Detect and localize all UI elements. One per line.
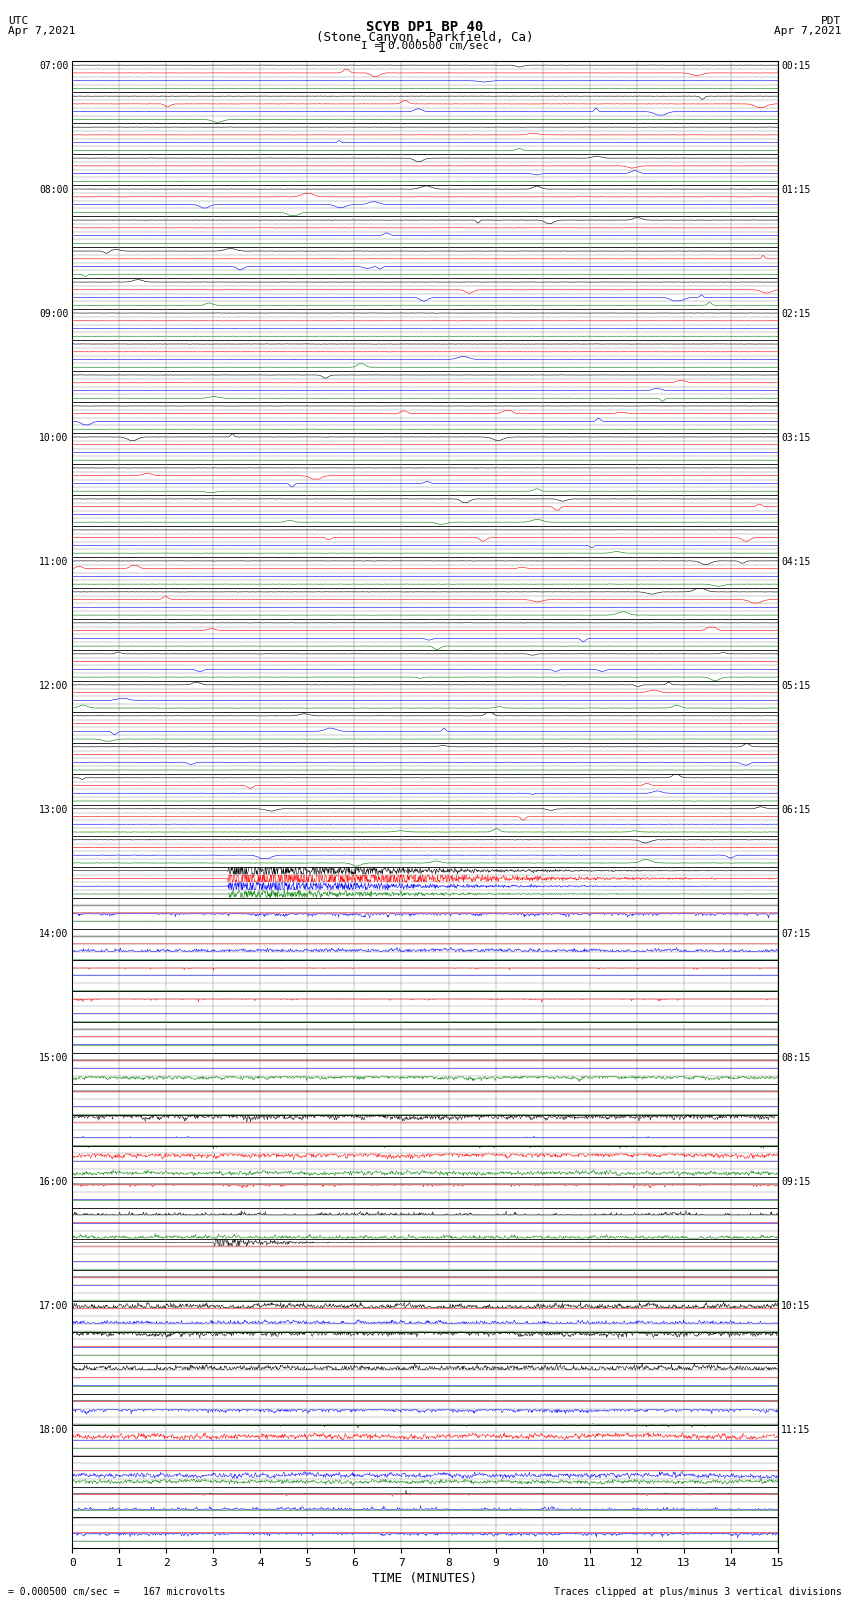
- Text: 03:15: 03:15: [781, 434, 811, 444]
- Text: 14:00: 14:00: [39, 929, 69, 939]
- Text: PDT: PDT: [821, 16, 842, 26]
- Text: 09:00: 09:00: [39, 310, 69, 319]
- Text: 10:00: 10:00: [39, 434, 69, 444]
- Text: 16:00: 16:00: [39, 1177, 69, 1187]
- Text: 08:00: 08:00: [39, 185, 69, 195]
- Text: 13:00: 13:00: [39, 805, 69, 815]
- Text: 18:00: 18:00: [39, 1424, 69, 1434]
- Text: 11:15: 11:15: [781, 1424, 811, 1434]
- Text: 11:00: 11:00: [39, 556, 69, 568]
- Text: 09:15: 09:15: [781, 1177, 811, 1187]
- Text: 08:15: 08:15: [781, 1053, 811, 1063]
- Text: Apr 7,2021: Apr 7,2021: [774, 26, 842, 35]
- Text: 01:15: 01:15: [781, 185, 811, 195]
- Text: = 0.000500 cm/sec =    167 microvolts: = 0.000500 cm/sec = 167 microvolts: [8, 1587, 226, 1597]
- Text: I: I: [377, 40, 386, 55]
- Text: 05:15: 05:15: [781, 681, 811, 690]
- Text: 04:15: 04:15: [781, 556, 811, 568]
- Text: Apr 7,2021: Apr 7,2021: [8, 26, 76, 35]
- Text: 15:00: 15:00: [39, 1053, 69, 1063]
- Text: SCYB DP1 BP 40: SCYB DP1 BP 40: [366, 19, 484, 34]
- Text: 06:15: 06:15: [781, 805, 811, 815]
- Text: 17:00: 17:00: [39, 1300, 69, 1311]
- Text: 02:15: 02:15: [781, 310, 811, 319]
- Text: 07:00: 07:00: [39, 61, 69, 71]
- Text: UTC: UTC: [8, 16, 29, 26]
- X-axis label: TIME (MINUTES): TIME (MINUTES): [372, 1573, 478, 1586]
- Text: I = 0.000500 cm/sec: I = 0.000500 cm/sec: [361, 40, 489, 52]
- Text: (Stone Canyon, Parkfield, Ca): (Stone Canyon, Parkfield, Ca): [316, 31, 534, 44]
- Text: 12:00: 12:00: [39, 681, 69, 690]
- Text: 00:15: 00:15: [781, 61, 811, 71]
- Text: 10:15: 10:15: [781, 1300, 811, 1311]
- Text: 07:15: 07:15: [781, 929, 811, 939]
- Text: Traces clipped at plus/minus 3 vertical divisions: Traces clipped at plus/minus 3 vertical …: [553, 1587, 842, 1597]
